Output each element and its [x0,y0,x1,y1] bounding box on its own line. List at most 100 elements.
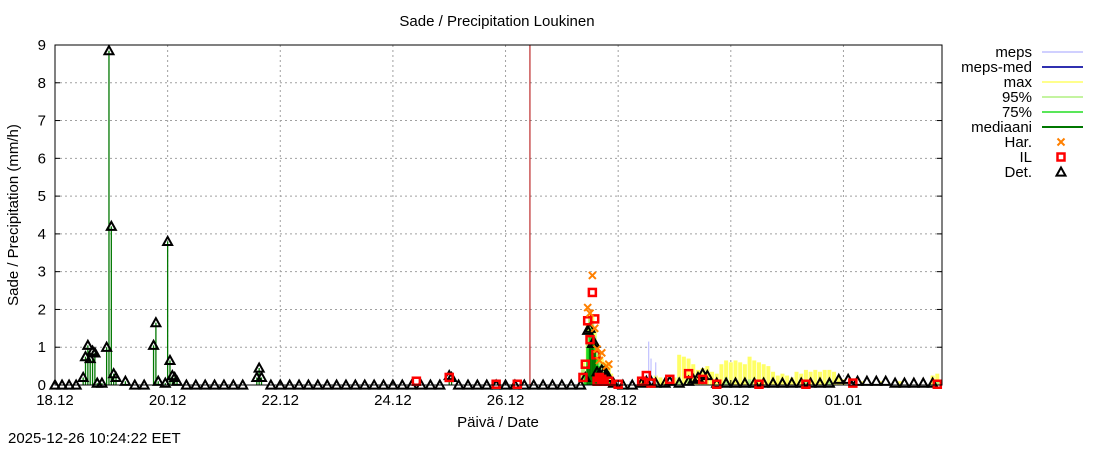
observed-bar [169,360,171,385]
det-marker [813,376,827,388]
observed-bar [94,352,96,385]
ens-max-bar [822,369,827,385]
det-marker [88,346,102,358]
ens-median-bar [591,339,594,385]
il-marker [444,372,454,383]
ens-max-bar [803,369,808,385]
il-marker [697,374,708,385]
y-tick-label: 6 [38,150,46,167]
ens-max-bar [832,371,837,385]
ens-max-bar [813,369,818,385]
har-marker [590,324,599,333]
det-marker [163,353,177,366]
timestamp: 2025-12-26 10:24:22 EET [8,430,181,447]
legend-label-p95: 95% [1002,89,1032,106]
det-marker [696,367,709,379]
il-marker [578,372,588,383]
det-marker [95,376,109,388]
legend-swatch-det [1054,165,1068,177]
ens-max-bar [897,381,902,385]
har-marker [585,309,595,318]
bars-layer [82,50,940,386]
ens-max-bar [658,377,663,385]
det-marker [83,351,97,364]
observed-bar [108,50,110,386]
legend-swatch-har [1056,137,1066,147]
det-marker [76,370,90,383]
det-marker [907,376,921,388]
x-tick-label: 01.01 [825,392,863,409]
har-marker [604,360,613,369]
det-marker [776,376,789,388]
ens-max-bar [728,362,733,385]
x-tick-label: 26.12 [487,392,525,409]
markers-layer [48,44,943,390]
legend-label-det: Det. [1004,164,1032,181]
observed-bar [152,345,155,385]
y-tick-label: 4 [38,226,46,243]
legend-label-har: Har. [1004,134,1032,151]
legend-label-median: mediaani [971,119,1032,136]
ens-max-bar [738,362,743,385]
det-marker [102,44,116,56]
har-marker [595,356,604,365]
observed-bar [84,356,87,385]
gridlines [55,45,942,385]
y-tick-label: 8 [38,75,46,92]
ens-max-bar [677,354,682,385]
ens-max-bar [775,375,780,385]
observed-bar [91,351,94,385]
y-axis: 0 1 2 3 4 5 6 7 8 9 [38,37,942,394]
il-marker [585,334,595,345]
ens-max-bar [733,360,738,385]
ens-max-bar [789,377,794,385]
det-marker [583,321,597,333]
y-tick-label: 1 [38,339,46,356]
observed-bar [166,241,169,385]
il-marker [932,379,943,389]
il-marker [411,376,422,386]
ens-max-bar [747,356,752,385]
y-tick-label: 3 [38,264,46,281]
har-marker [588,271,597,280]
il-marker [665,374,675,385]
ens-max-bar [766,366,771,385]
det-marker [105,219,118,231]
det-marker [581,323,594,335]
det-marker [255,370,268,383]
det-marker [79,350,92,362]
il-marker [754,379,764,389]
ens-95-bar [804,379,808,385]
legend-label-p75: 75% [1002,104,1032,121]
ens-max-bar [719,364,724,385]
har-marker [583,303,592,312]
det-marker [898,376,911,388]
observed-bar [176,381,178,385]
det-marker [252,361,266,373]
ens-max-bar [742,364,747,385]
ens-median-bar [593,351,596,385]
ens-max-bar [756,362,761,385]
har-marker [597,348,606,358]
observed-bar [89,358,91,385]
x-tick-label: 28.12 [599,392,637,409]
det-marker [161,234,174,247]
il-marker [512,379,523,389]
il-marker [683,368,694,379]
observed-bar [164,383,166,385]
observed-bar [110,226,112,385]
il-marker [491,379,501,389]
y-tick-label: 5 [38,188,46,205]
x-axis-label: Päivä / Date [457,414,539,430]
ens-max-bar [686,358,691,385]
y-axis-label: Sade / Precipitation (mm/h) [5,124,22,306]
det-marker [738,376,752,388]
ens-95-bar [724,377,728,385]
observed-bar [155,322,157,385]
ens-max-bar [785,375,790,385]
det-marker [860,374,874,386]
y-tick-label: 7 [38,113,46,130]
det-marker [917,376,930,388]
det-marker [147,338,160,350]
